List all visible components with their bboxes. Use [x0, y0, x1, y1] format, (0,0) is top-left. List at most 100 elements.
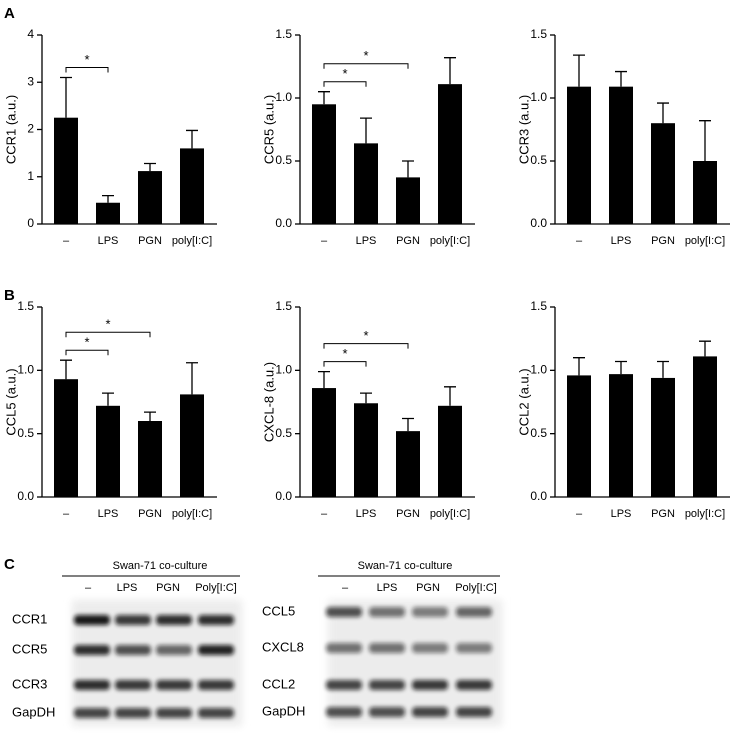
y-axis-label: CCR5 (a.u.): [261, 95, 276, 164]
y-tick-label: 0.0: [275, 489, 292, 503]
y-tick-label: 0.5: [530, 153, 547, 167]
error-bar: [573, 357, 585, 376]
error-bar: [615, 360, 627, 375]
x-tick-label: PGN: [651, 508, 675, 520]
blot-row-label: GapDH: [12, 704, 55, 719]
error-bar: [402, 160, 414, 178]
x-tick-label: LPS: [98, 235, 119, 247]
x-tick-label: –: [63, 235, 70, 247]
significance-label: *: [342, 346, 347, 361]
blot-header: Swan-71 co-culture: [113, 560, 208, 572]
bar: [180, 148, 204, 224]
y-tick-label: 0: [27, 216, 34, 230]
y-tick-label: 2: [27, 122, 34, 136]
blot-band: [115, 645, 151, 655]
blot-band: [115, 680, 151, 690]
y-axis-label: CCL5 (a.u.): [3, 368, 18, 435]
x-tick-label: poly[I:C]: [430, 508, 470, 520]
error-bar: [699, 340, 711, 357]
bar: [354, 403, 378, 497]
blot-band: [156, 615, 192, 625]
y-tick-label: 0.5: [275, 153, 292, 167]
blot-band: [198, 708, 234, 718]
panel-label: B: [4, 287, 15, 304]
x-tick-label: PGN: [396, 235, 420, 247]
error-bar: [144, 411, 156, 421]
x-tick-label: poly[I:C]: [430, 235, 470, 247]
x-tick-label: poly[I:C]: [172, 508, 212, 520]
blot-band: [74, 708, 110, 718]
y-tick-label: 0.5: [275, 426, 292, 440]
y-tick-label: 1.0: [17, 363, 34, 377]
blot-band: [412, 607, 448, 617]
blot-band: [456, 643, 492, 653]
bar: [438, 84, 462, 224]
bar: [96, 202, 120, 224]
bar: [609, 374, 633, 497]
y-tick-label: 1: [27, 169, 34, 183]
significance-label: *: [105, 317, 110, 332]
bar: [312, 388, 336, 497]
blot-band: [326, 607, 362, 617]
y-tick-label: 3: [27, 74, 34, 88]
x-tick-label: poly[I:C]: [172, 235, 212, 247]
lane-label: LPS: [117, 582, 138, 594]
blot-row-label: GapDH: [262, 703, 305, 718]
error-bar: [186, 129, 198, 149]
blot-row-label: CCR3: [12, 676, 47, 691]
y-tick-label: 1.5: [530, 299, 547, 313]
lane-label: Poly[I:C]: [455, 582, 497, 594]
blot-band: [456, 707, 492, 717]
blot-band: [412, 707, 448, 717]
lane-label: –: [342, 582, 349, 594]
y-tick-label: 1.0: [275, 90, 292, 104]
bar: [396, 177, 420, 224]
significance-bracket: [65, 67, 109, 73]
blot-band: [115, 615, 151, 625]
blot-band: [412, 680, 448, 690]
x-tick-label: –: [576, 508, 583, 520]
x-tick-label: PGN: [651, 235, 675, 247]
error-bar: [60, 359, 72, 380]
y-tick-label: 4: [27, 27, 34, 41]
x-tick-label: LPS: [611, 508, 632, 520]
blot-row-label: CCR5: [12, 641, 47, 656]
error-bar: [573, 54, 585, 87]
y-tick-label: 0.0: [530, 489, 547, 503]
error-bar: [657, 360, 669, 378]
significance-label: *: [363, 328, 368, 343]
blot-band: [198, 645, 234, 655]
significance-bracket: [323, 63, 409, 69]
y-tick-label: 1.5: [530, 27, 547, 41]
bar: [180, 394, 204, 497]
x-tick-label: poly[I:C]: [685, 235, 725, 247]
bar: [567, 375, 591, 497]
x-tick-label: PGN: [138, 235, 162, 247]
error-bar: [657, 102, 669, 124]
x-tick-label: PGN: [138, 508, 162, 520]
blot-band: [456, 607, 492, 617]
y-tick-label: 1.0: [275, 363, 292, 377]
error-bar: [360, 117, 372, 144]
y-tick-label: 1.5: [17, 299, 34, 313]
x-tick-label: LPS: [356, 508, 377, 520]
error-bar: [360, 392, 372, 404]
y-axis-label: CXCL-8 (a.u.): [261, 362, 276, 442]
blot-band: [156, 708, 192, 718]
blot-band: [156, 645, 192, 655]
blot-band: [456, 680, 492, 690]
blot-row-label: CCL5: [262, 603, 295, 618]
error-bar: [615, 70, 627, 87]
error-bar: [144, 162, 156, 172]
blot-header: Swan-71 co-culture: [358, 560, 453, 572]
bar: [396, 431, 420, 497]
y-tick-label: 1.5: [275, 299, 292, 313]
y-axis-label: CCL2 (a.u.): [516, 368, 531, 435]
error-bar: [699, 120, 711, 161]
blot-band: [74, 615, 110, 625]
blot-row-label: CCL2: [262, 676, 295, 691]
blot-row-label: CCR1: [12, 611, 47, 626]
bar: [312, 104, 336, 224]
y-tick-label: 1.0: [530, 363, 547, 377]
significance-bracket: [65, 331, 151, 338]
